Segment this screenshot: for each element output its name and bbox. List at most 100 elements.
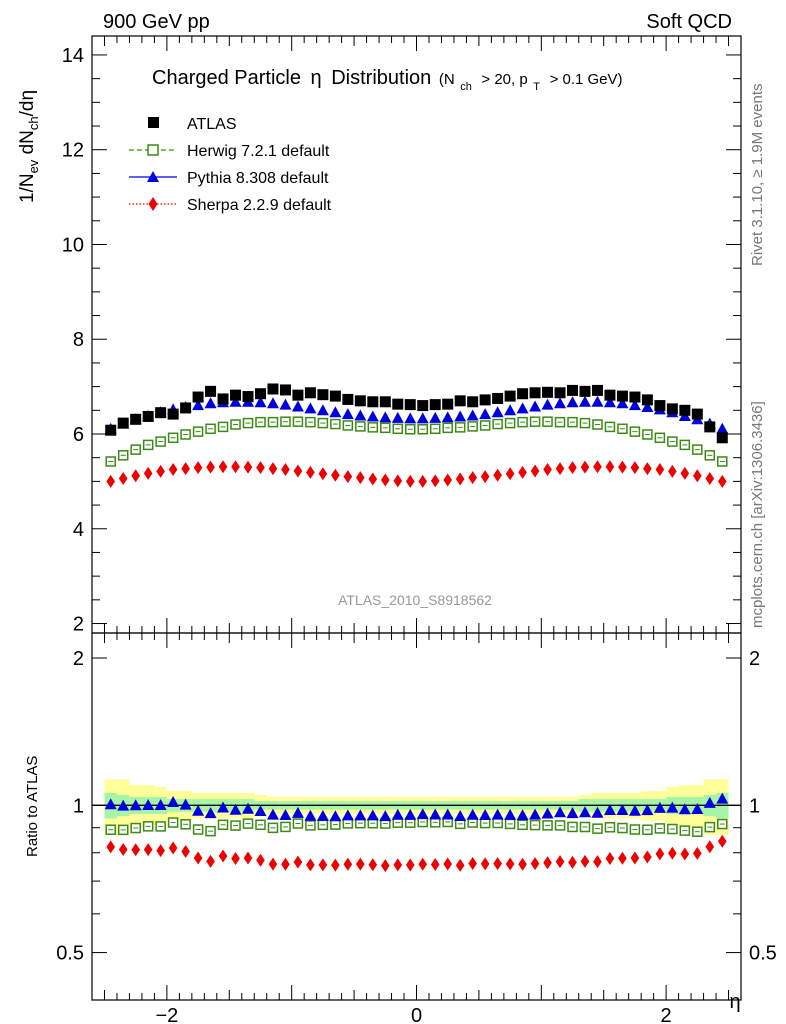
point-sherpa [430,474,440,488]
ratio-point-sherpa [393,858,403,872]
point-sherpa [168,463,178,477]
point-sherpa [181,462,190,476]
ratio-point-sherpa [256,853,265,867]
point-atlas [167,408,179,420]
point-pythia [341,408,354,420]
ratio-point-sherpa [405,858,415,872]
ratio-point-sherpa [518,857,527,871]
point-sherpa [668,464,677,478]
title-cut-suffix: > 0.1 GeV) [550,71,623,88]
y-tick-label: 6 [73,424,84,446]
ratio-point-pythia [529,808,542,820]
point-sherpa [281,463,290,477]
point-atlas [342,393,354,405]
legend-marker-sherpa [148,197,158,211]
mcplots-label: mcplots.cern.ch [arXiv:1306.3436] [749,401,766,628]
point-sherpa [356,471,365,485]
point-atlas [604,389,616,401]
ratio-point-pythia [179,798,192,810]
ratio-point-sherpa [380,859,390,873]
ratio-point-sherpa [505,857,515,871]
y-tick-label: 10 [62,234,84,256]
series-herwig [105,416,728,467]
point-atlas [517,388,529,400]
ratio-y-tick-label: 2 [73,648,84,670]
point-sherpa [580,460,590,474]
ratio-point-sherpa [605,851,615,865]
point-pythia [379,411,392,423]
ratio-panel: 0.5 0.51 12 2−2 0 2 [56,36,777,1024]
ratio-point-pythia [691,802,704,814]
ratio-point-sherpa [181,845,190,859]
point-sherpa [231,460,240,474]
ratio-point-pythia [616,804,629,816]
ratio-y-ticks: 0.5 0.5 1 1 2 2 [56,648,777,965]
ratio-point-sherpa [106,840,116,854]
point-atlas [479,394,491,406]
point-sherpa [630,461,640,475]
ratio-point-sherpa [443,857,453,871]
point-pythia [254,396,267,408]
point-sherpa [206,460,215,474]
ratio-point-sherpa [156,844,165,858]
x-tick-label: −2 [155,1005,178,1024]
point-sherpa [443,473,453,487]
point-pythia [229,395,242,407]
point-atlas [666,403,678,415]
ratio-point-sherpa [293,855,303,869]
point-sherpa [480,470,490,484]
point-pythia [591,395,604,407]
ratio-point-pythia [566,807,579,819]
ratio-point-pythia [578,806,591,818]
point-sherpa [468,471,477,485]
analysis-id: ATLAS_2010_S8918562 [338,592,492,608]
legend-marker-pythia [147,171,159,182]
ratio-point-pythia [391,808,404,820]
ratio-point-sherpa [118,843,128,857]
ratio-point-sherpa [368,858,378,872]
ratio-point-sherpa [331,858,340,872]
ratio-point-sherpa [717,834,727,848]
point-atlas [329,390,341,402]
point-sherpa [505,467,515,481]
point-pythia [628,399,641,411]
ratio-point-pythia [316,809,329,821]
point-atlas [616,390,628,402]
svg-text:Charged Particle η: Charged Particle η Distribution (N ch > … [152,67,623,95]
ratio-point-sherpa [555,855,565,869]
ratio-point-pythia [167,796,180,808]
point-pythia [329,406,342,418]
point-atlas [417,400,429,412]
point-atlas [392,398,404,410]
point-atlas [205,385,217,397]
title-cut-sub1: ch [460,81,472,93]
point-atlas [155,407,167,419]
ratio-point-sherpa [655,847,665,861]
point-sherpa [405,474,415,488]
point-atlas [254,388,266,400]
category-label: Soft QCD [646,11,732,33]
point-pythia [391,411,404,423]
point-pythia [641,400,654,412]
ratio-series-sherpa [106,834,727,873]
chart-title: Charged Particle η Distribution (N ch > … [152,67,623,95]
ratio-point-sherpa [168,841,178,855]
point-pythia [204,397,217,409]
ratio-point-pythia [266,808,279,820]
point-sherpa [680,466,690,480]
ratio-point-pythia [554,806,567,818]
ratio-point-sherpa [243,851,253,865]
point-sherpa [293,464,303,478]
point-atlas [367,396,379,408]
point-sherpa [193,461,203,475]
ratio-point-pythia [479,809,492,821]
point-sherpa [418,474,428,488]
point-sherpa [256,461,265,475]
point-sherpa [306,465,315,479]
energy-label: 900 GeV pp [103,11,210,33]
point-sherpa [568,461,577,475]
ratio-point-pythia [279,809,292,821]
ratio-point-pythia [142,798,155,810]
point-sherpa [380,473,390,487]
ratio-point-pythia [678,803,691,815]
